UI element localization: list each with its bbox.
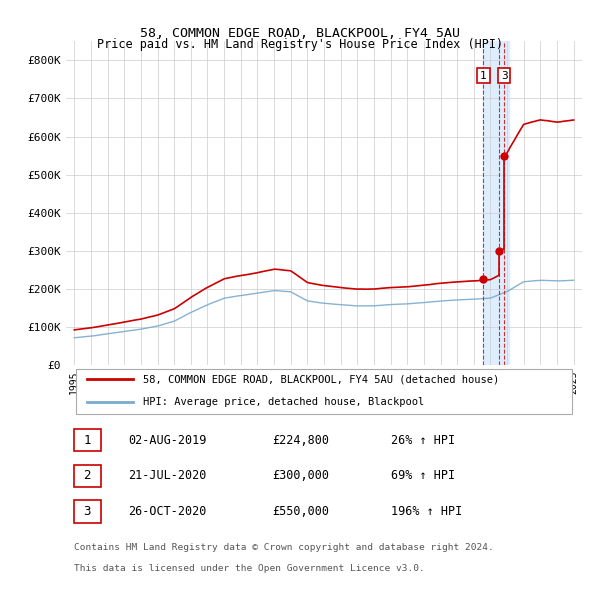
Text: £224,800: £224,800 [272,434,329,447]
Text: HPI: Average price, detached house, Blackpool: HPI: Average price, detached house, Blac… [143,397,425,407]
FancyBboxPatch shape [74,464,101,487]
Text: 3: 3 [83,505,91,518]
Text: This data is licensed under the Open Government Licence v3.0.: This data is licensed under the Open Gov… [74,564,424,573]
Text: £300,000: £300,000 [272,470,329,483]
FancyBboxPatch shape [76,369,572,414]
FancyBboxPatch shape [74,500,101,523]
Text: 3: 3 [501,71,508,81]
Text: 26% ↑ HPI: 26% ↑ HPI [391,434,455,447]
Text: Price paid vs. HM Land Registry's House Price Index (HPI): Price paid vs. HM Land Registry's House … [97,38,503,51]
Text: 58, COMMON EDGE ROAD, BLACKPOOL, FY4 5AU (detached house): 58, COMMON EDGE ROAD, BLACKPOOL, FY4 5AU… [143,375,500,385]
Text: 69% ↑ HPI: 69% ↑ HPI [391,470,455,483]
Bar [484,41,509,365]
Text: 2: 2 [83,470,91,483]
Text: 1: 1 [480,71,487,81]
Text: 21-JUL-2020: 21-JUL-2020 [128,470,206,483]
Text: 196% ↑ HPI: 196% ↑ HPI [391,505,463,518]
FancyBboxPatch shape [74,429,101,451]
Text: 02-AUG-2019: 02-AUG-2019 [128,434,206,447]
Text: £550,000: £550,000 [272,505,329,518]
Text: 26-OCT-2020: 26-OCT-2020 [128,505,206,518]
Text: 58, COMMON EDGE ROAD, BLACKPOOL, FY4 5AU: 58, COMMON EDGE ROAD, BLACKPOOL, FY4 5AU [140,27,460,40]
Text: 1: 1 [83,434,91,447]
Text: Contains HM Land Registry data © Crown copyright and database right 2024.: Contains HM Land Registry data © Crown c… [74,543,493,552]
